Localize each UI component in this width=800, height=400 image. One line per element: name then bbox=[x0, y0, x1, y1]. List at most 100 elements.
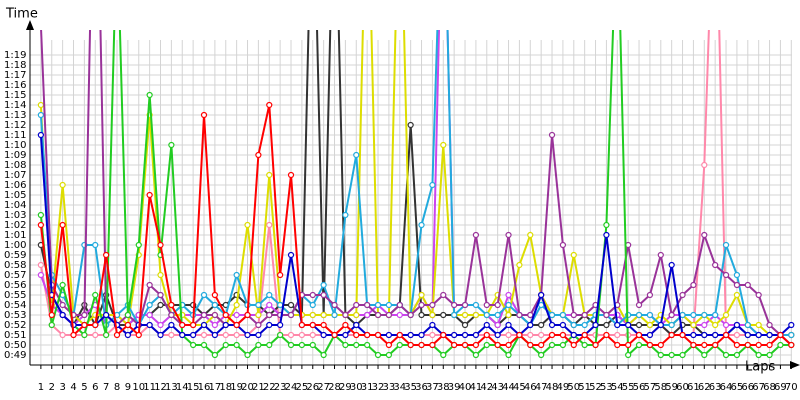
point bbox=[494, 301, 501, 309]
point bbox=[527, 341, 534, 349]
point bbox=[451, 301, 458, 309]
y-tick-label: 0:57 bbox=[4, 270, 26, 281]
x-tick-label: 39 bbox=[448, 382, 461, 393]
point bbox=[603, 231, 610, 239]
point bbox=[592, 341, 599, 349]
point bbox=[701, 341, 708, 349]
x-tick-label: 29 bbox=[339, 382, 352, 393]
point bbox=[788, 341, 795, 349]
point bbox=[124, 311, 131, 319]
point bbox=[81, 331, 88, 339]
point bbox=[429, 341, 436, 349]
x-tick-label: 49 bbox=[557, 382, 570, 393]
point bbox=[146, 311, 153, 319]
point bbox=[277, 331, 284, 339]
point bbox=[755, 341, 762, 349]
point bbox=[581, 341, 588, 349]
point bbox=[440, 351, 447, 359]
point bbox=[646, 311, 654, 319]
point bbox=[701, 321, 708, 329]
point bbox=[418, 291, 425, 299]
point bbox=[37, 101, 44, 109]
point bbox=[440, 311, 447, 319]
point bbox=[396, 331, 403, 339]
point bbox=[657, 341, 664, 349]
point bbox=[244, 351, 251, 359]
point bbox=[396, 341, 403, 349]
x-tick-label: 57 bbox=[644, 382, 657, 393]
point bbox=[92, 331, 99, 339]
x-tick-label: 16 bbox=[198, 382, 211, 393]
x-tick-label: 58 bbox=[654, 382, 667, 393]
point bbox=[766, 321, 773, 329]
point bbox=[429, 331, 436, 339]
point bbox=[244, 311, 251, 319]
point bbox=[233, 321, 240, 329]
x-tick-label: 27 bbox=[317, 382, 330, 393]
y-tick-label: 1:17 bbox=[4, 70, 26, 81]
point bbox=[570, 341, 577, 349]
y-tick-label: 1:14 bbox=[4, 100, 26, 111]
point bbox=[244, 221, 251, 229]
y-tick-label: 0:52 bbox=[4, 320, 26, 331]
point bbox=[309, 301, 316, 309]
point bbox=[614, 341, 621, 349]
point bbox=[320, 321, 327, 329]
x-tick-label: 54 bbox=[611, 382, 624, 393]
point bbox=[527, 311, 534, 319]
point bbox=[364, 311, 371, 319]
point bbox=[701, 231, 708, 239]
point bbox=[211, 331, 218, 339]
point bbox=[625, 321, 632, 329]
point bbox=[168, 301, 175, 309]
x-tick-label: 30 bbox=[350, 382, 363, 393]
point bbox=[418, 341, 425, 349]
point bbox=[722, 351, 730, 359]
point bbox=[418, 311, 425, 319]
point bbox=[505, 321, 512, 329]
point bbox=[266, 341, 273, 349]
point bbox=[461, 311, 469, 319]
point bbox=[374, 351, 382, 359]
x-tick-label: 31 bbox=[361, 382, 374, 393]
y-tick-label: 1:19 bbox=[4, 50, 26, 61]
y-tick-label: 0:51 bbox=[4, 330, 26, 341]
point bbox=[527, 331, 534, 339]
x-tick-label: 12 bbox=[154, 382, 167, 393]
point bbox=[722, 321, 730, 329]
point bbox=[657, 351, 664, 359]
x-tick-label: 45 bbox=[513, 382, 526, 393]
point bbox=[233, 301, 240, 309]
point bbox=[777, 331, 784, 339]
point bbox=[222, 331, 229, 339]
point bbox=[266, 301, 273, 309]
point bbox=[277, 271, 284, 279]
point bbox=[157, 331, 164, 339]
point bbox=[581, 311, 588, 319]
point bbox=[385, 351, 392, 359]
point bbox=[679, 331, 686, 339]
point bbox=[342, 311, 349, 319]
x-tick-label: 32 bbox=[372, 382, 385, 393]
point bbox=[287, 341, 295, 349]
point bbox=[81, 321, 88, 329]
x-tick-label: 8 bbox=[114, 382, 120, 393]
x-tick-label: 10 bbox=[132, 382, 145, 393]
point bbox=[211, 291, 218, 299]
x-tick-label: 37 bbox=[426, 382, 439, 393]
x-tick-label: 1 bbox=[38, 382, 44, 393]
point bbox=[396, 301, 403, 309]
x-tick-label: 61 bbox=[687, 382, 700, 393]
x-tick-label: 67 bbox=[752, 382, 765, 393]
point bbox=[418, 301, 425, 309]
point bbox=[538, 301, 545, 309]
x-tick-label: 4 bbox=[70, 382, 76, 393]
point bbox=[570, 321, 577, 329]
point bbox=[59, 181, 66, 189]
point bbox=[690, 321, 697, 329]
point bbox=[527, 321, 534, 329]
point bbox=[200, 311, 208, 319]
point bbox=[505, 351, 512, 359]
point bbox=[603, 331, 610, 339]
